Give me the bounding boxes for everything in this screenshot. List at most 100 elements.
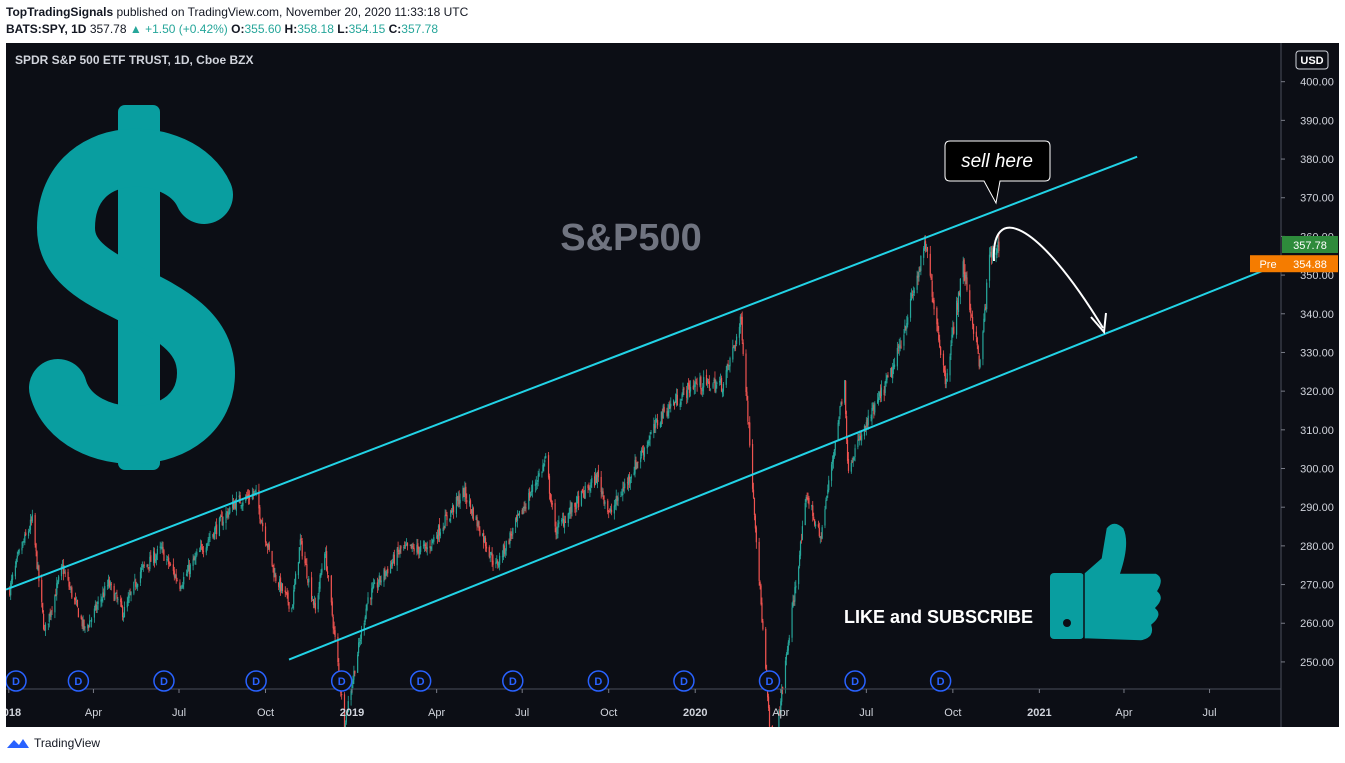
candle-body <box>630 476 632 479</box>
dividend-marker[interactable]: D <box>673 670 695 692</box>
candle-body <box>389 564 392 574</box>
candle-body <box>227 512 229 517</box>
author-link[interactable]: TopTradingSignals <box>6 5 114 19</box>
candle-body <box>478 521 480 531</box>
time-tick-label: 2020 <box>683 707 707 719</box>
candle-body <box>759 581 761 586</box>
candle-body <box>813 516 815 520</box>
candle-body <box>346 710 348 711</box>
candle-body <box>298 547 300 564</box>
candle-body <box>687 382 689 400</box>
candle-body <box>814 519 816 525</box>
candle-body <box>443 527 445 529</box>
price-tick-label: 390.00 <box>1300 115 1334 127</box>
candle-body <box>187 564 190 572</box>
currency-button[interactable]: USD <box>1295 50 1329 70</box>
candle-body <box>482 534 484 536</box>
candle-body <box>228 511 230 515</box>
candle-body <box>113 585 115 601</box>
candle-body <box>213 532 215 538</box>
candle-body <box>365 608 367 619</box>
candle-body <box>837 422 839 441</box>
candle-body <box>754 515 756 529</box>
candle-body <box>498 563 500 568</box>
price-chart[interactable]: S&P500 sell here LIKE and SUBSCRIBE 250.00… <box>0 43 1339 763</box>
candle-body <box>620 495 622 497</box>
candle-body <box>392 554 394 563</box>
candle-body <box>117 599 119 601</box>
candle-body <box>396 548 398 566</box>
candle-body <box>437 525 440 540</box>
candle-body <box>160 547 162 549</box>
dividend-circle <box>929 670 952 692</box>
candle-body <box>47 623 49 625</box>
chart-area[interactable]: S&P500 sell here LIKE and SUBSCRIBE 250.00… <box>0 43 1339 763</box>
candle-body <box>568 512 570 515</box>
candle-body <box>847 458 850 471</box>
candle-body <box>455 496 457 514</box>
candle-body <box>24 534 26 543</box>
candle-body <box>373 582 376 584</box>
candle-body <box>425 546 427 549</box>
dividend-marker[interactable]: D <box>330 670 353 692</box>
candle-body <box>300 538 302 541</box>
candle-body <box>226 512 228 513</box>
dividend-marker[interactable]: D <box>502 670 524 692</box>
dividend-marker[interactable]: D <box>758 670 781 692</box>
candle-body <box>75 601 78 603</box>
candle-body <box>715 384 717 393</box>
dividend-label: D <box>766 676 774 688</box>
dividend-marker[interactable]: D <box>245 670 267 692</box>
candle-body <box>801 526 804 540</box>
candle-body <box>222 521 224 526</box>
candle-body <box>676 394 678 406</box>
dividend-marker[interactable]: D <box>5 670 27 692</box>
candle-body <box>485 546 488 549</box>
candle-body <box>811 505 813 507</box>
candle-body <box>589 488 591 491</box>
decorations: S&P500 sell here LIKE and SUBSCRIBE <box>29 105 1163 642</box>
dividend-marker[interactable]: D <box>844 670 866 692</box>
candle-body <box>721 390 724 394</box>
candle-body <box>779 710 781 713</box>
candle-body <box>657 420 659 426</box>
candle-body <box>641 449 643 456</box>
dividend-circle <box>587 670 610 692</box>
candle-body <box>653 423 655 434</box>
candle-body <box>998 241 1000 252</box>
candle-body <box>564 521 567 523</box>
candle-body <box>997 241 999 248</box>
currency-label: USD <box>1300 55 1323 67</box>
dividend-marker[interactable]: D <box>409 670 432 692</box>
candle-body <box>74 597 76 600</box>
candle-body <box>861 434 863 441</box>
candle-body <box>870 417 872 419</box>
candle-body <box>899 344 901 349</box>
candle-body <box>900 346 902 348</box>
dividend-marker[interactable]: D <box>153 670 175 692</box>
candle-body <box>496 560 498 563</box>
price-tick-label: 330.00 <box>1300 347 1334 359</box>
candle-body <box>458 495 460 505</box>
candle-body <box>833 449 835 457</box>
dollar-s-curve <box>29 128 236 464</box>
candle-body <box>548 476 551 494</box>
candle-body <box>232 501 235 510</box>
candle-body <box>331 601 333 616</box>
candle-body <box>511 534 513 536</box>
dividend-marker[interactable]: D <box>929 670 952 692</box>
candle-body <box>364 617 366 623</box>
candle-body <box>626 482 629 484</box>
candle-body <box>107 579 110 587</box>
candle-body <box>524 506 526 509</box>
candle-body <box>580 490 583 506</box>
dividend-marker[interactable]: D <box>67 670 90 692</box>
candle-body <box>69 586 71 588</box>
dividend-marker[interactable]: D <box>587 670 610 692</box>
candle-body <box>891 367 893 378</box>
candle-body <box>449 518 451 521</box>
candle-body <box>11 574 14 580</box>
price-tick-label: 290.00 <box>1300 502 1334 514</box>
candle-body <box>649 435 651 440</box>
footer-brand[interactable]: TradingView <box>34 736 101 750</box>
